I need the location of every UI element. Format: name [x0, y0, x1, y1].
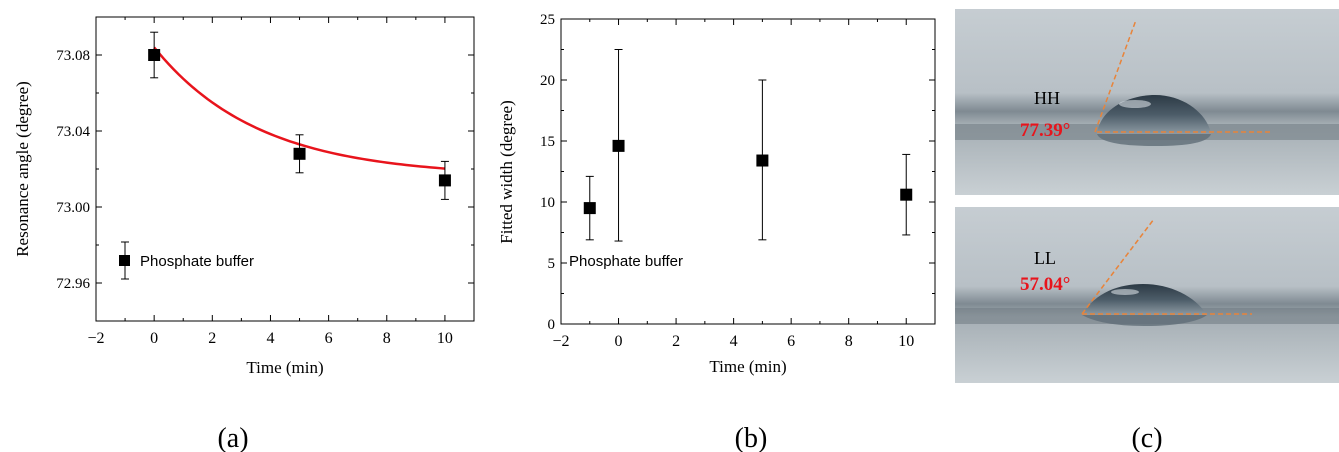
tangent-line [1081, 218, 1155, 315]
sample-label: HH [1034, 88, 1060, 108]
y-tick-label: 73.08 [56, 48, 90, 64]
y-tick-label: 73.04 [56, 124, 90, 140]
panel-label-a: (a) [217, 423, 248, 452]
resonance-angle-chart: −2 0 2 4 6 8 10 72.96 73.00 73.04 73.08 Time (min)… [13, 16, 475, 452]
y-tick-label: 0 [548, 317, 556, 333]
contact-angle-photo-hh: HH 77.39° [955, 9, 1339, 195]
contact-angle-value: 57.04° [1020, 274, 1070, 295]
x-tick-label: 0 [150, 330, 158, 347]
x-tick-label: 8 [845, 333, 853, 350]
x-tick-label: 8 [383, 330, 391, 347]
x-tick-label: 4 [730, 333, 738, 350]
x-tick-label: 0 [615, 333, 623, 350]
y-tick-label: 20 [540, 73, 555, 89]
legend-label: Phosphate buffer [140, 253, 254, 270]
y-tick-label: 25 [540, 12, 555, 28]
data-point [148, 49, 161, 61]
data-point [438, 174, 451, 187]
x-tick-label: 6 [787, 333, 795, 350]
panel-label-c: (c) [1131, 423, 1162, 452]
x-tick-label: 2 [208, 330, 216, 347]
y-tick-label: 72.96 [56, 276, 90, 292]
legend-label: Phosphate buffer [569, 253, 683, 270]
x-tick-label: 10 [898, 333, 914, 350]
panel-label-b: (b) [735, 423, 768, 452]
y-axis-label: Resonance angle (degree) [13, 81, 32, 257]
x-tick-label: 2 [672, 333, 680, 350]
x-axis-label: Time (min) [246, 358, 323, 377]
data-point [900, 188, 913, 201]
data-marks [148, 31, 451, 200]
plot-frame [560, 18, 936, 325]
y-tick-label: 10 [540, 195, 555, 211]
x-tick-label: 4 [266, 330, 274, 347]
x-tick-label: −2 [87, 330, 104, 347]
y-tick-label: 73.00 [56, 200, 90, 216]
contact-angle-photo-ll: LL 57.04° [955, 207, 1339, 383]
x-tick-label: 10 [437, 330, 453, 347]
plot-frame [95, 16, 475, 322]
data-point [293, 147, 306, 160]
x-tick-label: 6 [325, 330, 333, 347]
x-axis-label: Time (min) [709, 357, 786, 376]
data-marks [583, 49, 913, 242]
contact-angle-value: 77.39° [1020, 120, 1070, 141]
x-tick-label: −2 [552, 333, 569, 350]
data-point [612, 139, 625, 152]
y-axis-label: Fitted width (degree) [497, 100, 516, 244]
data-point [583, 202, 596, 215]
y-tick-label: 5 [548, 256, 556, 272]
tangent-line [1094, 19, 1137, 133]
sample-label: LL [1034, 248, 1056, 268]
axis-ticks: −2 0 2 4 6 8 10 72.96 73.00 73.04 73.08 [56, 17, 474, 347]
y-tick-label: 15 [540, 134, 555, 150]
data-point [756, 154, 769, 167]
